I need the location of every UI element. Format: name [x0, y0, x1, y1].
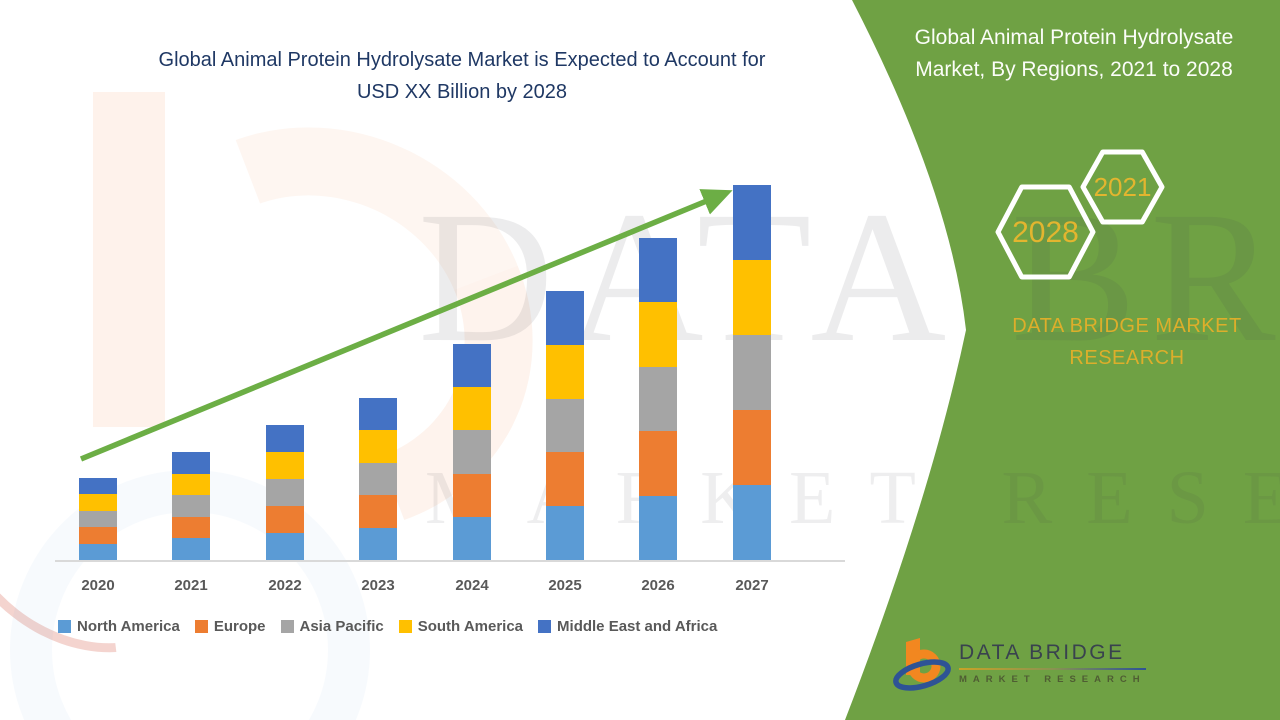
x-axis-label-2027: 2027: [735, 577, 769, 594]
stacked-bar-2026: [639, 238, 677, 560]
legend-item-middle-east-and-africa: Middle East and Africa: [538, 618, 717, 635]
bar-segment-2024-europe: [453, 473, 491, 517]
bar-segment-2020-middle-east-and-africa: [79, 478, 117, 495]
stacked-bar-2025: [546, 291, 584, 560]
x-axis-label-2023: 2023: [361, 577, 395, 594]
bar-segment-2026-south-america: [639, 302, 677, 367]
badge-2021-label: 2021: [1094, 172, 1152, 202]
chart-title: Global Animal Protein Hydrolysate Market…: [92, 44, 832, 108]
bar-segment-2025-middle-east-and-africa: [546, 291, 584, 345]
legend-swatch-north-america: [58, 620, 71, 633]
logo-tagline: MARKET RESEARCH: [959, 674, 1146, 685]
bar-segment-2027-europe: [733, 410, 771, 485]
legend-item-asia-pacific: Asia Pacific: [280, 618, 384, 635]
bar-segment-2025-south-america: [546, 344, 584, 399]
legend-label-middle-east-and-africa: Middle East and Africa: [557, 618, 718, 635]
bar-segment-2026-middle-east-and-africa: [639, 238, 677, 303]
bar-segment-2020-europe: [79, 527, 117, 544]
chart-legend: North America Europe Asia Pacific South Ame…: [58, 618, 717, 635]
stacked-bar-2021: [172, 452, 210, 560]
bar-segment-2021-north-america: [172, 538, 210, 560]
stacked-bar-2020: [79, 478, 117, 560]
chart-title-line2: USD XX Billion by 2028: [356, 81, 568, 103]
bar-segment-2024-north-america: [453, 516, 491, 560]
bar-segment-2023-south-america: [359, 430, 397, 463]
bar-segment-2020-south-america: [79, 494, 117, 511]
bar-segment-2027-north-america: [733, 485, 771, 560]
x-axis-label-2025: 2025: [548, 577, 582, 594]
year-badges: 2028 2021: [995, 149, 1165, 280]
bar-segment-2027-south-america: [733, 260, 771, 335]
databridge-logo: DATA BRIDGE MARKET RESEARCH: [893, 633, 1146, 693]
bar-segment-2024-asia-pacific: [453, 430, 491, 474]
x-axis-label-2021: 2021: [174, 577, 208, 594]
hexagon-2028: [995, 184, 1096, 280]
bar-segment-2022-middle-east-and-africa: [266, 425, 304, 452]
legend-swatch-europe: [194, 620, 208, 633]
bar-segment-2020-north-america: [79, 543, 117, 560]
bar-segment-2021-asia-pacific: [172, 495, 210, 517]
bar-segment-2024-middle-east-and-africa: [453, 344, 491, 388]
x-axis-label-2022: 2022: [268, 577, 302, 594]
bar-segment-2021-south-america: [172, 473, 210, 496]
stacked-bar-2027: [733, 185, 771, 560]
bar-segment-2021-middle-east-and-africa: [172, 452, 210, 474]
bar-segment-2023-europe: [359, 495, 397, 528]
bar-segment-2023-middle-east-and-africa: [359, 398, 397, 431]
bar-segment-2022-europe: [266, 506, 304, 533]
legend-swatch-asia-pacific: [280, 620, 294, 633]
bar-segment-2024-south-america: [453, 387, 491, 431]
bar-segment-2026-asia-pacific: [639, 366, 677, 432]
x-axis-line: [55, 560, 845, 562]
logo-swoosh: [893, 659, 951, 691]
bar-segment-2027-asia-pacific: [733, 335, 771, 410]
legend-item-europe: Europe: [194, 618, 266, 635]
legend-swatch-south-america: [398, 620, 412, 633]
logo-name: DATA BRIDGE: [959, 641, 1125, 664]
bar-segment-2023-asia-pacific: [359, 462, 397, 496]
bar-segment-2023-north-america: [359, 527, 397, 560]
stacked-bar-2022: [266, 425, 304, 560]
databridge-logo-mark: [893, 638, 951, 691]
bar-segment-2026-europe: [639, 431, 677, 496]
bar-segment-2025-europe: [546, 452, 584, 507]
side-panel-title: Global Animal Protein Hydrolysate Market…: [914, 26, 1234, 81]
stacked-bar-2024: [453, 344, 491, 560]
badge-2028-label: 2028: [1012, 216, 1079, 249]
x-axis-label-2026: 2026: [641, 577, 675, 594]
legend-label-south-america: South America: [417, 618, 524, 635]
bar-segment-2022-south-america: [266, 452, 304, 479]
green-panel-shape: [845, 0, 1280, 720]
legend-item-north-america: North America: [58, 618, 180, 635]
legend-label-europe: Europe: [213, 618, 266, 635]
logo-underline: [959, 668, 1146, 670]
panel-brand-text: DATA BRIDGE MARKET RESEARCH: [1012, 315, 1242, 369]
x-axis-label-2020: 2020: [81, 577, 115, 594]
chart-title-line1: Global Animal Protein Hydrolysate Market…: [158, 49, 766, 71]
bar-segment-2022-north-america: [266, 533, 304, 560]
bar-segment-2022-asia-pacific: [266, 479, 304, 506]
bar-segment-2020-asia-pacific: [79, 510, 117, 528]
legend-label-north-america: North America: [77, 618, 180, 635]
x-axis-label-2024: 2024: [455, 577, 489, 594]
bar-segment-2027-middle-east-and-africa: [733, 185, 771, 260]
legend-item-south-america: South America: [398, 618, 524, 635]
hexagon-2021: [1080, 149, 1165, 225]
legend-label-asia-pacific: Asia Pacific: [299, 618, 384, 635]
bar-segment-2026-north-america: [639, 495, 677, 560]
legend-swatch-middle-east-and-africa: [538, 620, 552, 633]
stacked-bar-2023: [359, 398, 397, 560]
bar-segment-2025-north-america: [546, 506, 584, 560]
bar-segment-2025-asia-pacific: [546, 398, 584, 453]
bar-segment-2021-europe: [172, 516, 210, 539]
